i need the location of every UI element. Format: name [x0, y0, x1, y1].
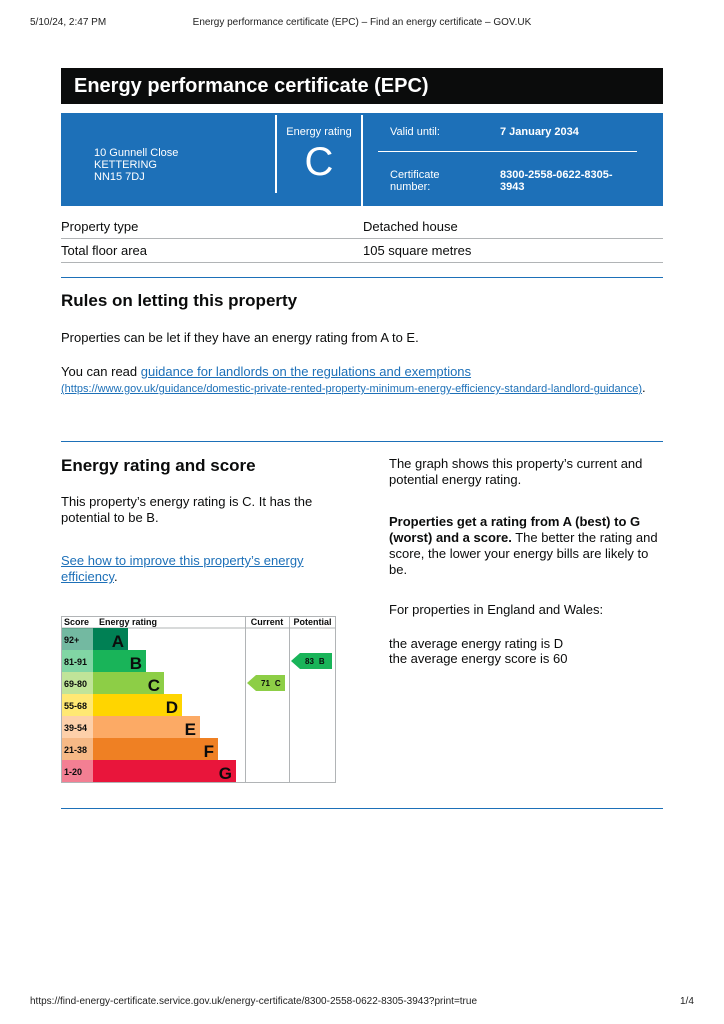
- band-letter: E: [185, 720, 196, 739]
- energy-graph: Score Energy rating Current Potential 92+ A 81…: [61, 616, 336, 783]
- paragraph: This property’s energy rating is C. It h…: [61, 494, 313, 525]
- arrow-label: 83 B: [305, 657, 325, 666]
- page-title: Energy performance certificate (EPC): [74, 75, 429, 97]
- row-line: [61, 262, 663, 263]
- rating-arrow: [291, 653, 332, 669]
- paragraph: Properties get a rating from A (best) to…: [389, 514, 659, 578]
- score-cell: [62, 628, 93, 650]
- score-cell: [62, 738, 93, 760]
- rating-bar: [93, 628, 128, 650]
- score-cell: [62, 760, 93, 782]
- band-letter: B: [130, 654, 142, 673]
- rating-bar: [93, 694, 182, 716]
- address-line: 10 Gunnell Close: [94, 147, 179, 159]
- graph-header: Potential: [293, 617, 331, 627]
- heading: Energy rating and score: [61, 456, 256, 475]
- separator: [61, 441, 663, 442]
- link[interactable]: guidance for landlords on the regulation…: [140, 364, 472, 379]
- text: .: [642, 380, 646, 395]
- paragraph: The graph shows this property’s current …: [389, 456, 643, 487]
- cert-label: Certificate number:: [390, 169, 440, 193]
- arrow-label: 71 C: [261, 679, 281, 688]
- text: .: [114, 569, 118, 584]
- score-label: 92+: [64, 635, 79, 645]
- arrow-letter: B: [319, 657, 325, 666]
- paragraph: Properties can be let if they have an en…: [61, 330, 419, 345]
- rating: C: [304, 140, 334, 184]
- cell: Detached house: [363, 219, 458, 234]
- text: The better the rating and score, the low…: [389, 530, 658, 577]
- link[interactable]: See how to improve this property’s energ…: [61, 553, 304, 584]
- band-letter: F: [204, 742, 214, 761]
- score-cell: [62, 650, 93, 672]
- paragraph: the average energy score is 60: [389, 651, 568, 666]
- title-bar: Energy performance certificate (EPC): [61, 68, 663, 104]
- rating-arrow: [247, 675, 285, 691]
- text: You can read: [61, 364, 141, 379]
- arrow-score: 83: [305, 657, 314, 666]
- address-line: KETTERING: [94, 159, 157, 171]
- score-label: 69-80: [64, 679, 87, 689]
- valid-date: 7 January 2034: [500, 126, 579, 138]
- score-cell: [62, 672, 93, 694]
- valid-label: Valid until:: [390, 126, 440, 138]
- cell: Total floor area: [61, 243, 147, 258]
- bold-text: Properties get a rating from A (best) to…: [389, 514, 641, 545]
- band-letter: C: [148, 676, 160, 695]
- score-label: 39-54: [64, 723, 87, 733]
- link-url[interactable]: (https://www.gov.uk/guidance/domestic-pr…: [61, 383, 643, 395]
- band-letter: A: [112, 632, 124, 651]
- arrow-score: 71: [261, 679, 270, 688]
- rating-bar: [93, 716, 200, 738]
- score-label: 1-20: [64, 767, 82, 777]
- cell: Property type: [61, 219, 139, 234]
- score-label: 21-38: [64, 745, 87, 755]
- band-letter: D: [166, 698, 178, 717]
- arrow-letter: C: [275, 679, 281, 688]
- print-title: Energy performance certificate (EPC) – F…: [192, 17, 532, 28]
- paragraph: For properties in England and Wales:: [389, 602, 604, 617]
- paragraph: See how to improve this property’s energ…: [61, 553, 331, 585]
- rating-bar: [93, 650, 146, 672]
- graph-border: [61, 616, 336, 783]
- rating-bar: [93, 672, 164, 694]
- paragraph: You can read guidance for landlords on t…: [61, 364, 661, 397]
- footer-url: https://find-energy-certificate.service.…: [30, 996, 478, 1007]
- score-cell: [62, 694, 93, 716]
- divider: [378, 151, 637, 152]
- cell: 105 square metres: [363, 243, 472, 258]
- separator: [61, 277, 663, 278]
- score-label: 55-68: [64, 701, 87, 711]
- score-label: 81-91: [64, 657, 87, 667]
- page-number: 1/4: [680, 996, 694, 1007]
- summary-box: 10 Gunnell Close KETTERING NN15 7DJ Ener…: [61, 113, 663, 206]
- separator: [61, 808, 663, 809]
- divider: [275, 115, 277, 193]
- rating-bar: [93, 738, 218, 760]
- row-line: [61, 238, 663, 239]
- cert-number: 8300-2558-0622-8305-3943: [500, 169, 613, 193]
- paragraph: the average energy rating is D: [389, 636, 564, 651]
- divider: [361, 115, 363, 206]
- rating-label: Energy rating: [286, 126, 352, 138]
- band-letter: G: [219, 764, 232, 783]
- address: 10 Gunnell Close KETTERING NN15 7DJ: [94, 147, 178, 183]
- print-date: 5/10/24, 2:47 PM: [30, 17, 107, 28]
- score-cell: [62, 716, 93, 738]
- graph-header: Current: [251, 617, 284, 627]
- graph-header: Energy rating: [99, 617, 157, 627]
- graph-header: Score: [64, 617, 89, 627]
- address-line: NN15 7DJ: [94, 171, 145, 183]
- heading: Rules on letting this property: [61, 291, 298, 310]
- rating-bar: [93, 760, 236, 782]
